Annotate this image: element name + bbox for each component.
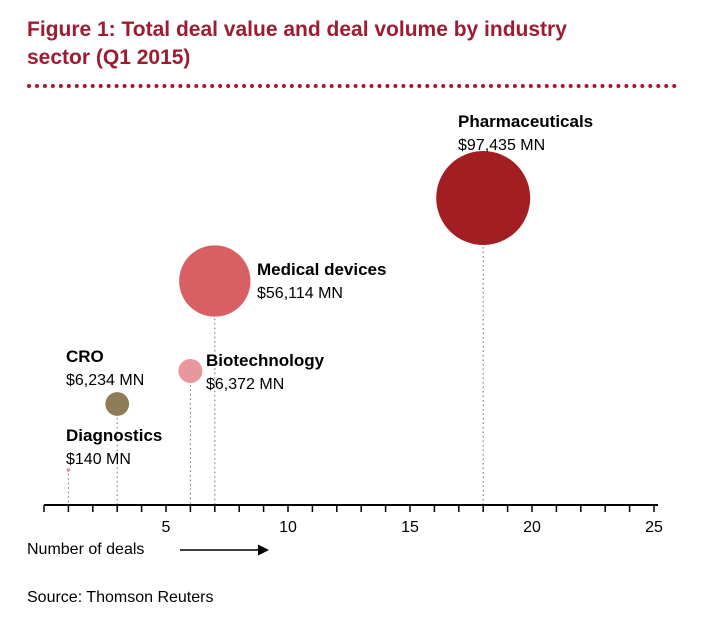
bubble-label-pharmaceuticals: Pharmaceuticals (458, 112, 593, 131)
bubble-value-cro: $6,234 MN (66, 372, 144, 389)
x-axis-title: Number of deals (27, 541, 145, 558)
figure-title-line1: Figure 1: Total deal value and deal volu… (27, 18, 567, 41)
bubble-value-diagnostics: $140 MN (66, 451, 131, 468)
x-axis-tick-label-15: 15 (401, 519, 419, 536)
x-axis-arrow-head-icon (258, 544, 269, 556)
bubble-medical-devices (179, 245, 251, 317)
bubble-pharmaceuticals (436, 151, 531, 245)
bubble-value-pharmaceuticals: $97,435 MN (458, 137, 545, 154)
figure-title: Figure 1: Total deal value and deal volu… (27, 16, 667, 71)
bubble-label-medical-devices: Medical devices (257, 260, 386, 279)
source-note: Source: Thomson Reuters (27, 589, 214, 606)
x-axis-tick-label-5: 5 (162, 519, 171, 536)
bubble-value-medical-devices: $56,114 MN (257, 285, 343, 302)
bubble-diagnostics (66, 468, 71, 472)
bubble-label-diagnostics: Diagnostics (66, 426, 162, 445)
figure-title-line2: sector (Q1 2015) (27, 45, 191, 69)
bubble-label-cro: CRO (66, 347, 104, 366)
x-axis-tick-label-25: 25 (645, 519, 663, 536)
bubble-value-biotechnology: $6,372 MN (206, 376, 284, 393)
title-separator-dotted-line (27, 84, 677, 88)
bubble-biotechnology (178, 358, 203, 384)
bubble-label-biotechnology: Biotechnology (206, 351, 325, 370)
x-axis-tick-label-20: 20 (523, 519, 541, 536)
bubble-chart-canvas: 5 10 15 20 25 Diagnostics $140 MN CRO $6,234 MN B… (43, 112, 663, 556)
bubble-cro (105, 392, 130, 416)
x-axis-tick-label-10: 10 (279, 519, 297, 536)
